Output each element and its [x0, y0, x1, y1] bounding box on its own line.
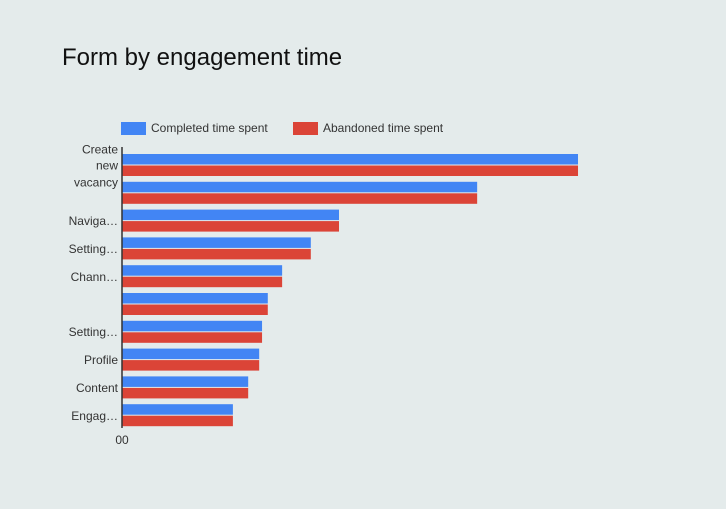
- bar: [122, 209, 340, 221]
- bar: [122, 320, 263, 332]
- bar: [122, 376, 249, 387]
- y-tick-label: Content: [75, 380, 118, 395]
- legend-label: Completed time spent: [151, 121, 268, 135]
- bar: [122, 221, 340, 232]
- y-tick-label: Setting…: [68, 241, 118, 256]
- bar: [122, 387, 249, 399]
- y-tick-label: Profile: [83, 352, 118, 367]
- bar: [122, 332, 263, 343]
- chart-title: Form by engagement time: [62, 44, 343, 71]
- bar: [122, 181, 478, 193]
- bar: [122, 304, 268, 315]
- y-tick-label: Create new vacancy: [73, 141, 118, 189]
- bar: [122, 248, 311, 260]
- legend-swatch: [293, 122, 318, 135]
- legend-swatch: [121, 122, 146, 135]
- bar: [122, 237, 311, 248]
- y-tick-label: Engag…: [71, 408, 118, 423]
- bar: [122, 415, 233, 427]
- bar: [122, 154, 579, 165]
- bar: [122, 348, 260, 360]
- bar: [122, 193, 478, 204]
- bar: [122, 165, 579, 176]
- y-tick-label: Setting…: [68, 325, 118, 340]
- bar: [122, 276, 283, 288]
- legend-label: Abandoned time spent: [323, 121, 444, 135]
- bar: [122, 265, 283, 276]
- y-tick-label: Chann…: [70, 269, 118, 284]
- x-tick-label: 00: [115, 433, 129, 447]
- bar: [122, 293, 268, 304]
- y-tick-label: Naviga…: [68, 213, 118, 228]
- bar: [122, 404, 233, 415]
- bar: [122, 360, 260, 371]
